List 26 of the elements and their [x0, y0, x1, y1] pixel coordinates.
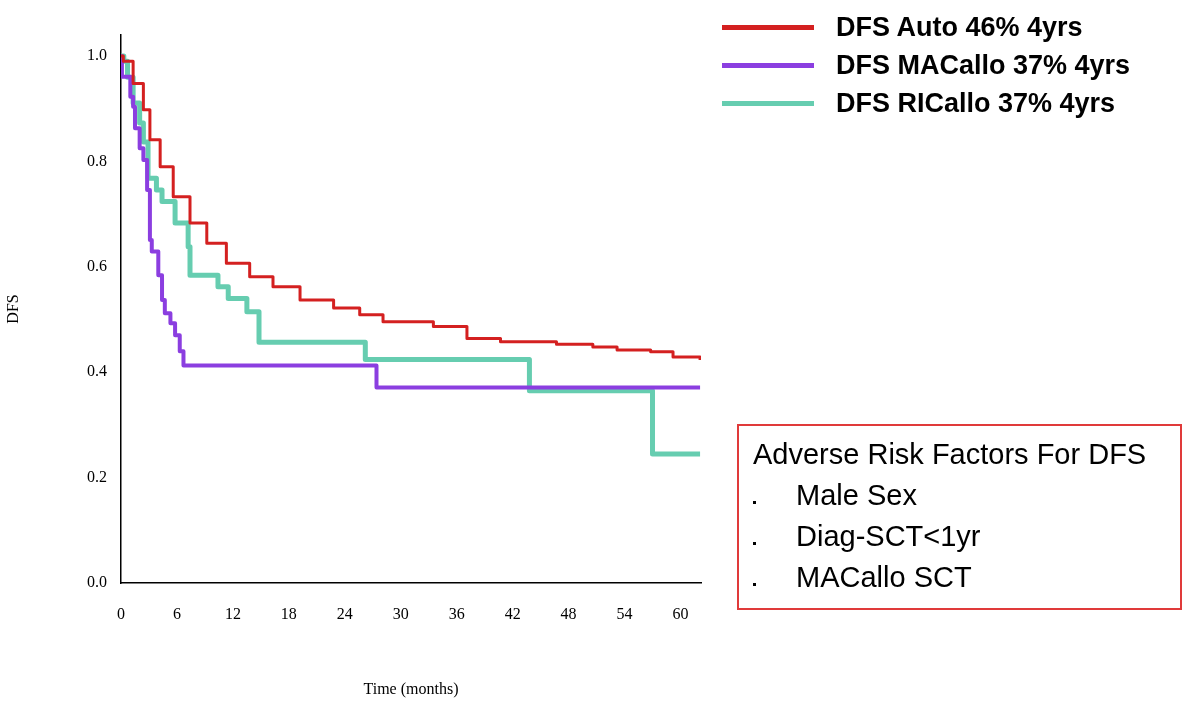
x-tick-label: 18	[280, 604, 297, 622]
text: Adverse Risk Factors For DFS	[753, 437, 1148, 472]
text: MACallo SCT	[796, 560, 972, 595]
y-axis-title: DFS	[3, 294, 21, 324]
y-tick-label: 0.2	[87, 467, 107, 485]
y-tick-label: 0.4	[87, 362, 107, 380]
y-tick-label: 0.8	[87, 151, 107, 169]
x-tick-label: 24	[336, 604, 353, 622]
x-tick-label: 48	[560, 604, 577, 622]
text: Diag-SCT<1yr	[796, 519, 981, 554]
x-tick-label: 6	[172, 604, 181, 622]
x-axis-title: Time (months)	[363, 679, 459, 698]
x-tick-label: 36	[448, 604, 465, 622]
y-tick-label: 0.0	[87, 573, 107, 591]
text: Male Sex	[796, 478, 917, 513]
x-tick-label: 54	[616, 604, 633, 622]
x-tick-label: 30	[392, 604, 409, 622]
legend-label: DFS RICallo 37% 4yrs	[836, 87, 1116, 119]
y-tick-label: 0.6	[87, 257, 107, 275]
legend-label: DFS MACallo 37% 4yrs	[836, 49, 1131, 81]
x-tick-label: 42	[504, 604, 521, 622]
legend-label: DFS Auto 46% 4yrs	[836, 11, 1083, 43]
x-tick-label: 12	[224, 604, 241, 622]
y-tick-label: 1.0	[87, 46, 107, 64]
x-tick-label: 60	[672, 604, 689, 622]
x-tick-label: 0	[117, 604, 125, 622]
